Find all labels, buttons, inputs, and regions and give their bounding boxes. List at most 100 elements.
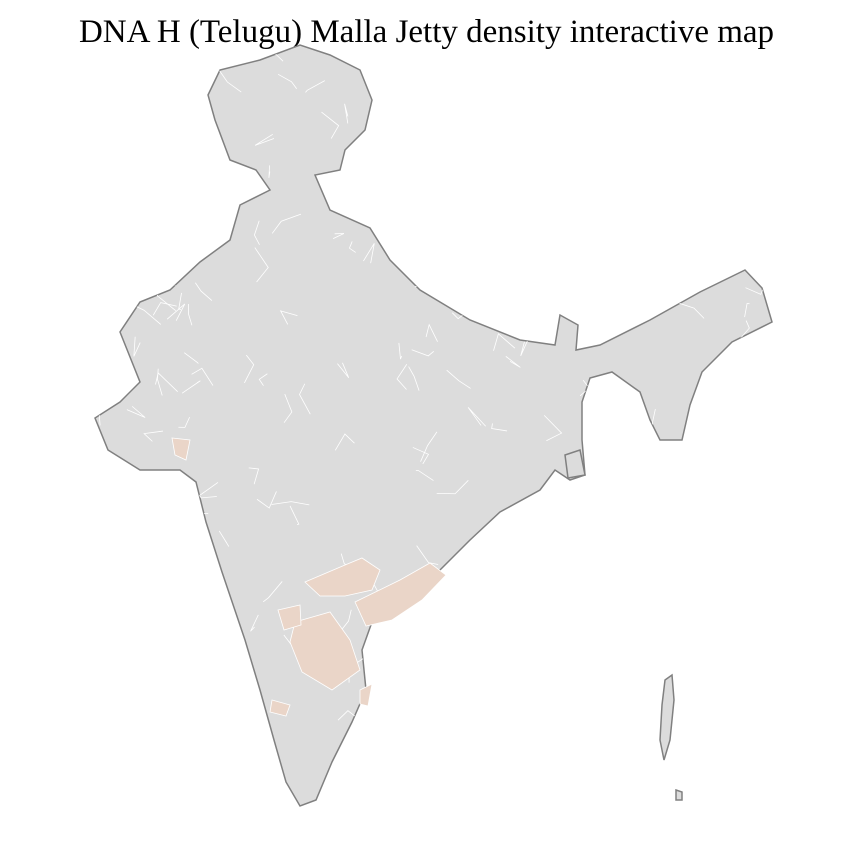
district-border (96, 627, 107, 655)
district-border (600, 426, 620, 446)
district-border (398, 712, 415, 726)
district-border (610, 74, 631, 107)
district-border (746, 708, 759, 731)
district-border (344, 743, 363, 765)
district-gujarat[interactable] (171, 437, 191, 461)
district-border (411, 349, 435, 357)
district-border (632, 212, 653, 220)
district-border (561, 533, 588, 550)
district-border (655, 793, 671, 806)
district-border (667, 638, 688, 666)
district-border (408, 366, 420, 391)
nicobar-islands[interactable] (675, 788, 683, 801)
district-border (244, 354, 255, 384)
district-border (629, 304, 643, 323)
map-title: DNA H (Telugu) Malla Jetty density inter… (78, 14, 775, 50)
district-border (448, 718, 469, 739)
district-border (416, 545, 439, 565)
district-border (414, 279, 433, 288)
district-border (369, 703, 399, 725)
district-border (632, 301, 653, 320)
district-border (648, 83, 679, 112)
district-border (253, 220, 260, 245)
district-border (462, 627, 480, 639)
district-border (520, 234, 524, 251)
district-border (181, 733, 205, 742)
district-border (178, 416, 190, 428)
district-border (505, 356, 521, 368)
district-border (250, 614, 259, 632)
district-border (183, 352, 199, 364)
district-border (277, 73, 297, 90)
district-border (411, 781, 428, 791)
district-border (138, 252, 140, 272)
district-border (399, 738, 420, 757)
district-border (519, 105, 525, 125)
district-border (169, 750, 185, 776)
district-border (541, 219, 580, 228)
district-border (603, 515, 611, 541)
district-border (133, 336, 141, 357)
district-border (485, 188, 508, 198)
district-border (143, 217, 159, 246)
district-rayalaseema[interactable] (289, 611, 361, 691)
district-border (398, 342, 402, 360)
district-border (413, 645, 427, 661)
district-border (756, 643, 772, 660)
district-border (96, 783, 108, 802)
district-border (697, 770, 711, 790)
district-border (628, 160, 645, 187)
district-border (713, 147, 732, 171)
district-border (666, 761, 674, 776)
district-border (605, 169, 627, 190)
district-border (610, 429, 622, 434)
district-border (432, 159, 440, 169)
district-karnataka-north[interactable] (277, 604, 302, 631)
district-border (271, 501, 310, 506)
district-border (482, 160, 496, 180)
district-border (188, 184, 207, 204)
district-telangana-north[interactable] (304, 557, 381, 597)
district-border (769, 619, 772, 628)
district-border (143, 430, 164, 442)
sundarbans-delta[interactable] (564, 449, 586, 479)
district-border (613, 590, 638, 603)
district-border (108, 640, 120, 658)
district-border (519, 763, 538, 774)
district-border (166, 303, 186, 321)
district-border (171, 533, 186, 556)
india-outline (94, 44, 773, 807)
district-border (374, 138, 384, 155)
district-border (650, 463, 670, 481)
district-border (703, 108, 713, 139)
district-coastal-andhra[interactable] (354, 562, 447, 627)
district-border (528, 572, 564, 591)
district-border (576, 479, 586, 492)
district-border (747, 154, 764, 194)
district-border (403, 169, 416, 178)
district-border (602, 579, 631, 590)
district-border (181, 604, 201, 621)
district-border (279, 310, 298, 325)
district-border (271, 213, 302, 234)
district-border (493, 333, 516, 351)
district-border (769, 548, 772, 562)
district-border (548, 639, 563, 655)
district-border (176, 747, 186, 759)
district-border (387, 123, 407, 131)
district-border (543, 415, 563, 442)
highlighted-districts (171, 437, 447, 717)
district-border (289, 505, 300, 525)
district-border (605, 749, 629, 768)
district-border (182, 633, 195, 654)
district-tamilnadu[interactable] (359, 683, 373, 707)
district-border (595, 295, 620, 324)
district-karnataka-south[interactable] (269, 699, 291, 717)
district-border (335, 779, 351, 799)
district-border (613, 304, 632, 319)
andaman-islands[interactable] (659, 673, 675, 761)
district-border (570, 780, 586, 800)
district-border (425, 323, 438, 342)
district-border (258, 373, 268, 386)
